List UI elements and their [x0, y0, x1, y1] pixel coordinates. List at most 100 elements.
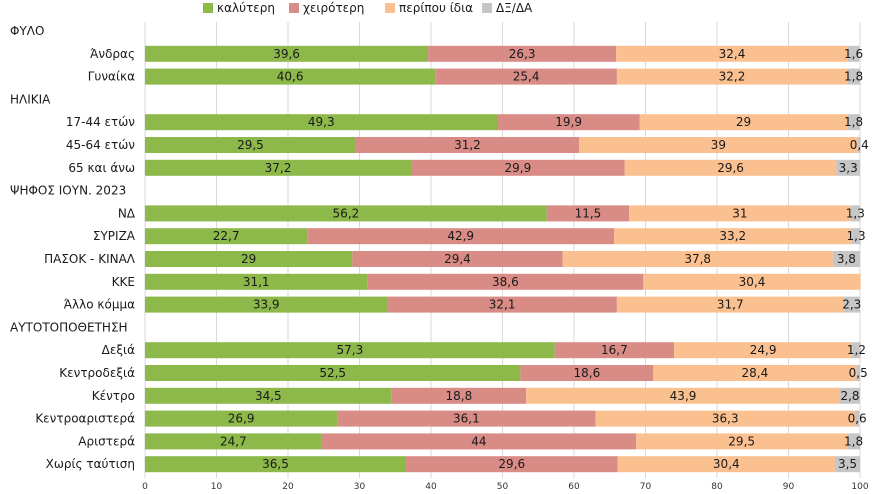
bar-segment	[614, 228, 852, 245]
data-label: 44	[471, 434, 486, 448]
bar-segment	[337, 410, 596, 427]
data-label: 29	[241, 252, 256, 266]
data-label: 1,3	[847, 229, 866, 243]
category-label: 17-44 ετών	[66, 115, 135, 129]
data-label: 49,3	[308, 115, 335, 129]
bar-segment	[624, 159, 837, 176]
bar-segment	[579, 137, 858, 153]
group-header: ΗΛΙΚΙΑ	[10, 92, 51, 106]
legend-label: ΔΞ/ΔΑ	[496, 1, 533, 15]
data-label: 37,8	[684, 252, 711, 266]
bar-segment	[145, 273, 368, 290]
x-tick-label: 10	[211, 482, 223, 492]
data-label: 36,3	[712, 412, 739, 426]
x-tick-label: 50	[497, 482, 509, 492]
bar-segment	[145, 410, 338, 427]
data-label: 16,7	[601, 343, 628, 357]
data-label: 38,6	[492, 275, 519, 289]
category-label: Κέντρο	[92, 389, 135, 403]
category-label: Γυναίκα	[88, 70, 135, 84]
bar-segment	[850, 205, 860, 222]
data-label: 11,5	[575, 206, 602, 220]
data-label: 29,6	[498, 457, 525, 471]
data-label: 3,3	[839, 161, 858, 175]
data-label: 3,8	[837, 252, 856, 266]
data-label: 31,7	[717, 298, 744, 312]
bar-segment	[145, 387, 392, 404]
category-label: Άνδρας	[90, 47, 135, 61]
bar-segment	[145, 228, 308, 245]
bar-segment	[428, 45, 617, 62]
legend-label: χειρότερη	[303, 1, 364, 15]
bar-segment	[367, 273, 644, 290]
category-label: Χωρίς ταύτιση	[46, 457, 135, 471]
data-label: 1,3	[846, 206, 865, 220]
x-tick-label: 0	[142, 482, 148, 492]
x-tick-label: 70	[640, 482, 652, 492]
category-label: Κεντροαριστερά	[35, 412, 135, 426]
x-tick-label: 30	[354, 482, 366, 492]
bar-segment	[391, 387, 527, 404]
bar-segment	[653, 365, 857, 381]
data-label: 0,4	[850, 138, 869, 152]
bar-segment	[636, 433, 848, 450]
bar-segment	[145, 137, 356, 153]
bar-segment	[145, 342, 555, 359]
bar-segment	[307, 228, 615, 245]
data-label: 37,2	[265, 161, 292, 175]
data-label: 29,5	[728, 434, 755, 448]
category-label: Άλλο κόμμα	[64, 298, 135, 312]
bar-segment	[847, 114, 860, 131]
bar-segment	[629, 205, 851, 222]
legend-swatch	[482, 3, 492, 13]
bar-segment	[851, 228, 861, 245]
data-label: 56,2	[333, 206, 360, 220]
data-label: 22,7	[213, 229, 240, 243]
data-label: 30,4	[739, 275, 766, 289]
category-label: Δεξιά	[102, 343, 135, 357]
bar-segment	[554, 342, 675, 359]
bar-segment	[321, 433, 637, 450]
bar-segment	[643, 273, 861, 290]
legend-label: καλύτερη	[217, 1, 275, 15]
data-label: 39,6	[273, 47, 300, 61]
bar-segment	[145, 251, 353, 267]
x-axis: 0 10 20 30 40 50 60 70 80 90 100	[142, 482, 869, 492]
data-label: 32,1	[489, 298, 516, 312]
bar-segment	[639, 114, 848, 131]
bar-segment	[520, 365, 654, 381]
data-label: 57,3	[336, 343, 363, 357]
data-label: 19,9	[555, 115, 582, 129]
data-label: 31,2	[454, 138, 481, 152]
bar-segment	[145, 433, 322, 450]
bar-segment	[857, 137, 861, 153]
data-label: 31	[732, 206, 747, 220]
bar-segment	[674, 342, 853, 359]
data-label: 32,2	[719, 70, 746, 84]
category-label: 65 και άνω	[68, 161, 135, 175]
bar-segment	[355, 137, 580, 153]
bar-segment	[352, 251, 563, 267]
legend-swatch	[385, 3, 395, 13]
data-label: 1,8	[844, 70, 863, 84]
bar-segment	[616, 68, 848, 85]
data-label: 1,6	[844, 47, 863, 61]
category-label: ΠΑΣΟΚ - ΚΙΝΑΛ	[44, 252, 136, 266]
data-label: 31,1	[243, 275, 270, 289]
data-label: 0,6	[848, 412, 867, 426]
data-label: 0,5	[849, 366, 868, 380]
bar-segment	[856, 365, 860, 381]
bar-segment	[387, 296, 617, 313]
data-label: 33,9	[253, 298, 280, 312]
x-tick-label: 40	[425, 482, 437, 492]
bar-segment	[852, 342, 861, 359]
bar-segment	[145, 296, 388, 313]
bar-segment	[832, 251, 860, 267]
bar-segment	[145, 159, 411, 176]
legend-swatch	[289, 3, 299, 13]
data-label: 32,4	[719, 47, 746, 61]
category-label: Αριστερά	[78, 434, 135, 448]
data-label: 2,3	[842, 298, 861, 312]
category-label: ΝΔ	[118, 206, 136, 220]
